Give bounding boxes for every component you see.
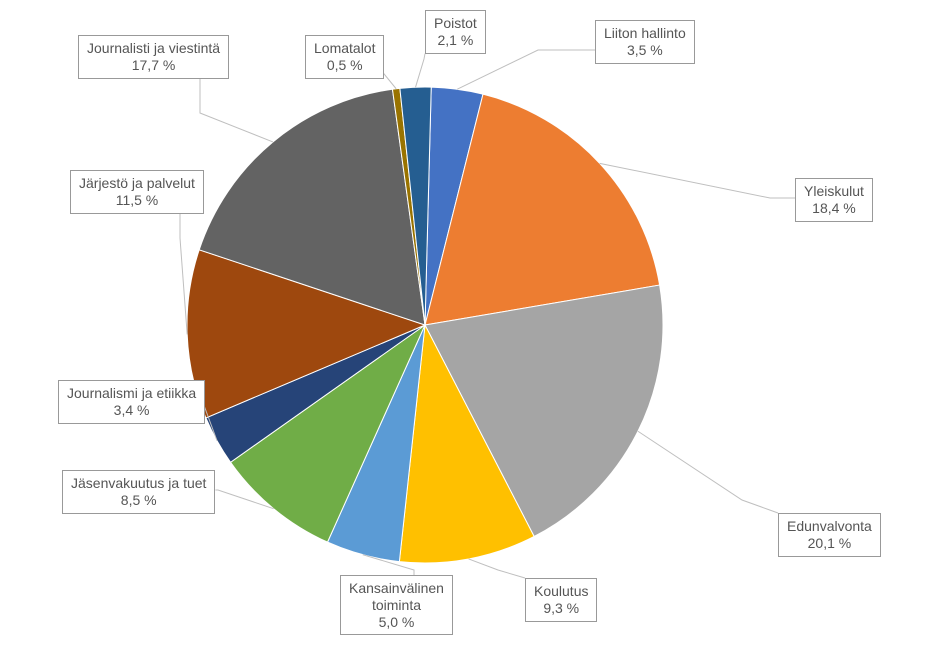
- slice-label: Liiton hallinto3,5 %: [595, 20, 695, 64]
- slice-label-name: Järjestö ja palvelut: [79, 175, 195, 192]
- slice-label: Koulutus9,3 %: [525, 578, 597, 622]
- leader-line: [469, 559, 525, 578]
- slice-label-pct: 17,7 %: [87, 57, 220, 74]
- slice-label-name: Journalismi ja etiikka: [67, 385, 196, 402]
- slice-label: Poistot2,1 %: [425, 10, 486, 54]
- slice-label-name: Edunvalvonta: [787, 518, 872, 535]
- slice-label-pct: 0,5 %: [314, 57, 375, 74]
- slice-label-name: Poistot: [434, 15, 477, 32]
- leader-line: [457, 50, 595, 89]
- slice-label: Yleiskulut18,4 %: [795, 178, 873, 222]
- slice-label: Kansainvälinentoiminta5,0 %: [340, 575, 453, 635]
- slice-label-pct: 2,1 %: [434, 32, 477, 49]
- slice-label-pct: 9,3 %: [534, 600, 588, 617]
- slice-label-pct: 20,1 %: [787, 535, 872, 552]
- slice-label-pct: 5,0 %: [349, 614, 444, 631]
- slice-label: Edunvalvonta20,1 %: [778, 513, 881, 557]
- slice-label-pct: 11,5 %: [79, 192, 195, 209]
- slice-label-pct: 18,4 %: [804, 200, 864, 217]
- slice-label-name: Lomatalot: [314, 40, 375, 57]
- slice-label: Lomatalot0,5 %: [305, 35, 384, 79]
- slice-label-pct: 3,5 %: [604, 42, 686, 59]
- leader-line: [200, 79, 273, 142]
- slice-label-pct: 3,4 %: [67, 402, 196, 419]
- leader-line: [180, 214, 187, 335]
- slice-label: Journalisti ja viestintä17,7 %: [78, 35, 229, 79]
- pie-svg: [0, 0, 945, 658]
- slice-label-name: Journalisti ja viestintä: [87, 40, 220, 57]
- leader-line: [638, 431, 778, 513]
- slice-label-name: Liiton hallinto: [604, 25, 686, 42]
- slice-label-name: Yleiskulut: [804, 183, 864, 200]
- slice-label-pct: 8,5 %: [71, 492, 206, 509]
- slice-label: Järjestö ja palvelut11,5 %: [70, 170, 204, 214]
- slice-label-name: Kansainvälinentoiminta: [349, 580, 444, 614]
- leader-line: [600, 163, 795, 198]
- pie-chart: Liiton hallinto3,5 % Yleiskulut18,4 % Edun…: [0, 0, 945, 658]
- slice-label: Jäsenvakuutus ja tuet8,5 %: [62, 470, 215, 514]
- slice-label-name: Koulutus: [534, 583, 588, 600]
- slice-label: Journalismi ja etiikka3,4 %: [58, 380, 205, 424]
- leader-line: [416, 54, 425, 88]
- slice-label-name: Jäsenvakuutus ja tuet: [71, 475, 206, 492]
